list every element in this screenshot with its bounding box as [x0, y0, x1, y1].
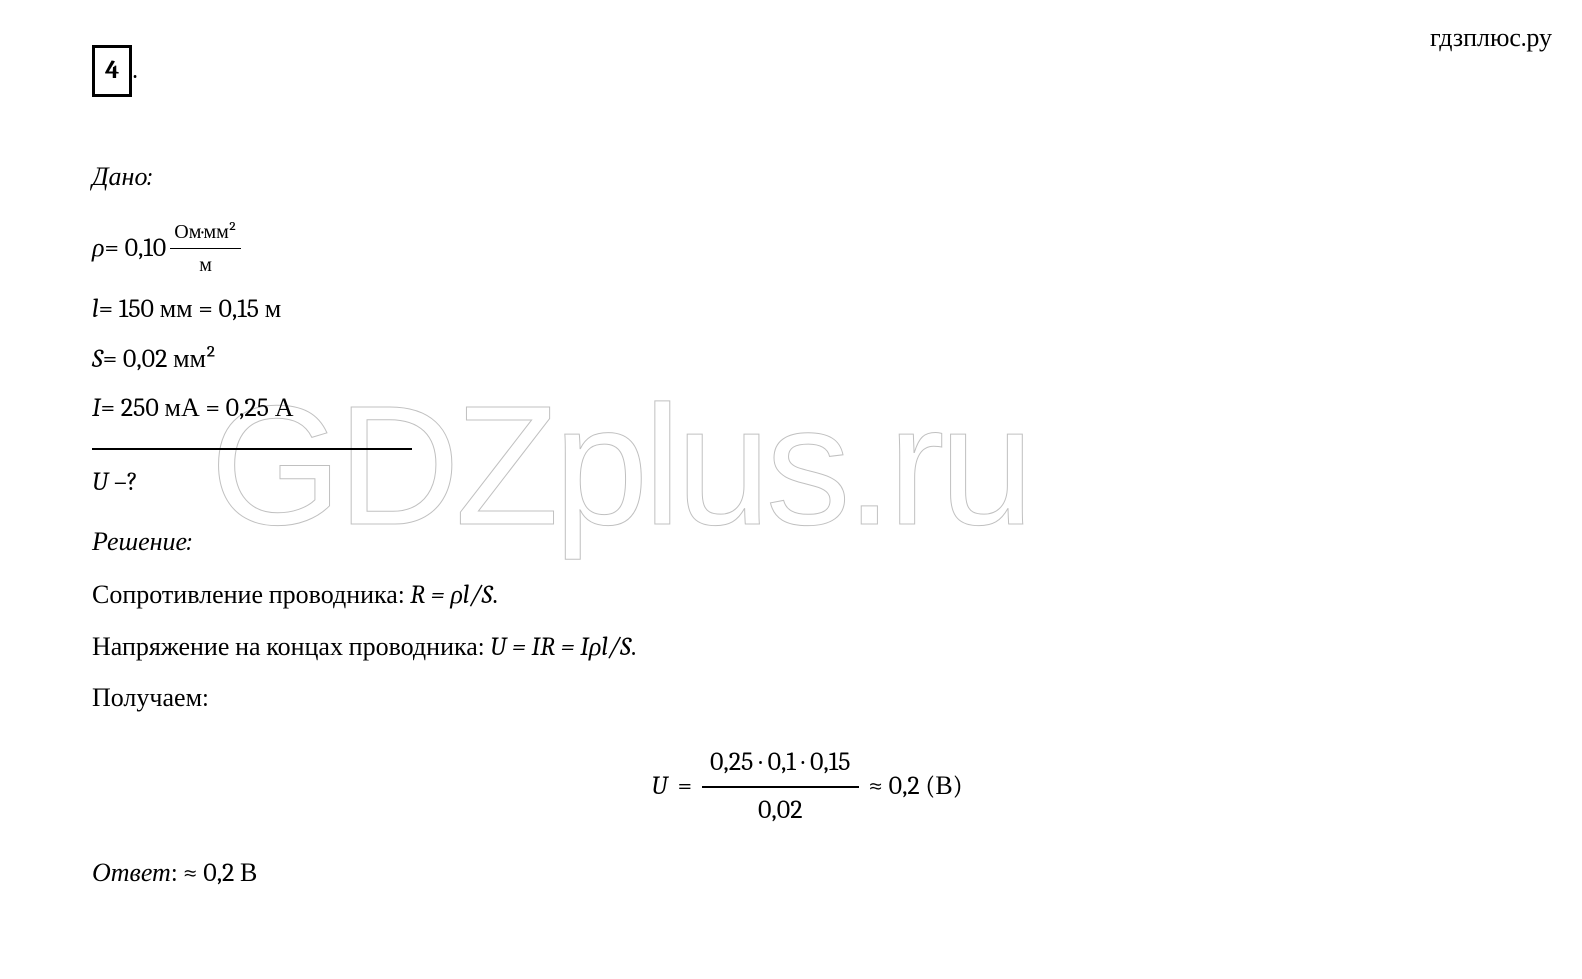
solution-line2-formula: U = IR = Iρl/S [490, 632, 631, 662]
problem-content: 4. Дано: ρ = 0,10 Ом·мм² м l = 150 мм = … [92, 45, 1522, 895]
solution-line1-end: . [492, 580, 497, 610]
rho-symbol: ρ [92, 228, 104, 270]
calc-approx-result: ≈ 0,2 (В) [869, 766, 963, 808]
given-block: ρ = 0,10 Ом·мм² м l = 150 мм = 0,15 м S … [92, 216, 1522, 430]
solution-header: Решение: [92, 522, 1522, 564]
solution-line-1: Сопротивление проводника: R = ρl/S. [92, 575, 1522, 617]
given-header: Дано: [92, 157, 1522, 199]
given-S-line: S = 0,02 мм² [92, 339, 1522, 381]
solution-line2-text: Напряжение на концах проводника: [92, 632, 490, 662]
calc-fraction: 0,25 · 0,1 · 0,15 0,02 [702, 740, 859, 833]
answer-label: Ответ [92, 858, 171, 888]
I-value: = 250 мА = 0,25 А [101, 388, 294, 430]
calc-content: U = 0,25 · 0,1 · 0,15 0,02 ≈ 0,2 (В) [651, 740, 962, 833]
find-line: U –? [92, 462, 1522, 504]
calc-denominator: 0,02 [702, 788, 859, 834]
I-symbol: I [92, 388, 101, 430]
problem-number-box: 4 [92, 45, 132, 97]
rho-unit-numerator: Ом·мм² [170, 216, 241, 249]
calc-equals: = [678, 766, 692, 808]
solution-line1-formula: R = ρl/S [410, 580, 492, 610]
calc-U-symbol: U [651, 766, 667, 808]
rho-unit-denominator: м [170, 249, 241, 281]
S-symbol: S [92, 339, 103, 381]
solution-line-2: Напряжение на концах проводника: U = IR … [92, 627, 1522, 669]
solution-line-3: Получаем: [92, 678, 1522, 720]
rho-unit-fraction: Ом·мм² м [170, 216, 241, 281]
find-suffix: –? [108, 467, 138, 497]
S-value: = 0,02 мм² [103, 339, 217, 381]
l-symbol: l [92, 289, 99, 331]
calculation-block: U = 0,25 · 0,1 · 0,15 0,02 ≈ 0,2 (В) [92, 740, 1522, 833]
find-U-symbol: U [92, 467, 108, 497]
solution-line1-text: Сопротивление проводника: [92, 580, 410, 610]
calc-numerator: 0,25 · 0,1 · 0,15 [702, 740, 859, 788]
l-value: = 150 мм = 0,15 м [99, 289, 282, 331]
problem-number-dot: . [132, 55, 137, 85]
problem-number-row: 4. [92, 45, 1522, 97]
answer-line: Ответ: ≈ 0,2 В [92, 853, 1522, 895]
rho-equals-value: = 0,10 [104, 228, 166, 270]
solution-line2-end: . [631, 632, 636, 662]
given-rho-line: ρ = 0,10 Ом·мм² м [92, 216, 1522, 281]
answer-value: : ≈ 0,2 В [171, 858, 258, 888]
given-I-line: I = 250 мА = 0,25 А [92, 388, 1522, 430]
given-l-line: l = 150 мм = 0,15 м [92, 289, 1522, 331]
given-divider-line [92, 448, 412, 450]
